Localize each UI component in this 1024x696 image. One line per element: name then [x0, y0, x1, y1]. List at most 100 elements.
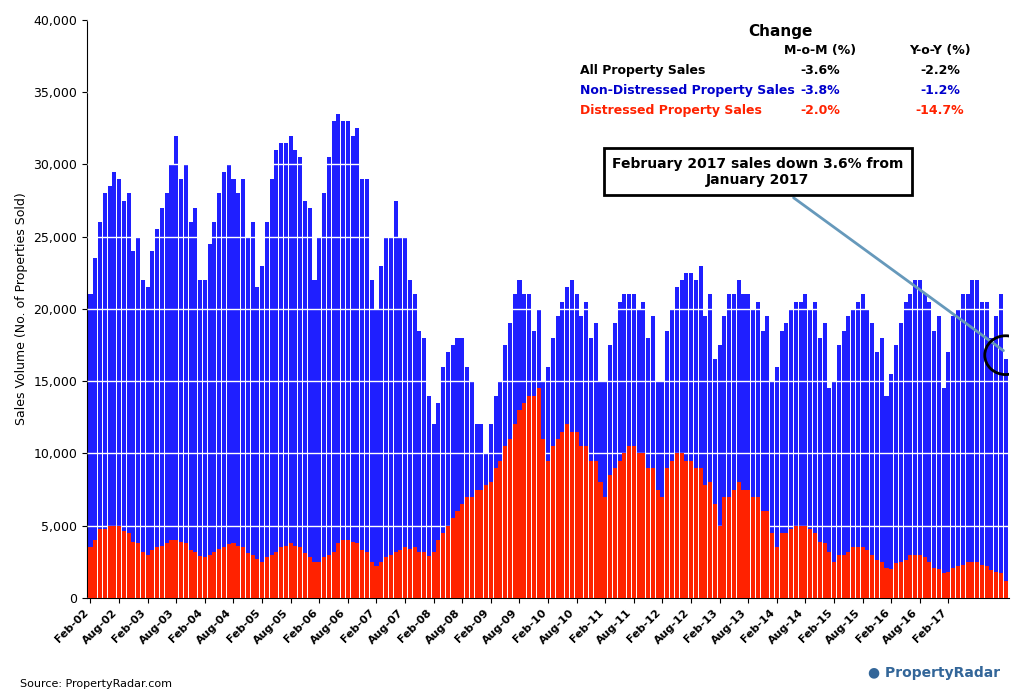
Bar: [741, 489, 745, 598]
Bar: [284, 546, 288, 598]
Bar: [889, 374, 893, 598]
Bar: [141, 280, 145, 598]
Bar: [350, 541, 354, 598]
Bar: [799, 301, 803, 598]
Bar: [966, 294, 970, 598]
Bar: [393, 200, 397, 598]
Bar: [88, 547, 92, 598]
Bar: [923, 557, 927, 598]
Text: -3.8%: -3.8%: [800, 84, 840, 97]
Bar: [713, 360, 717, 598]
Bar: [322, 193, 326, 598]
Bar: [441, 367, 445, 598]
Bar: [666, 331, 670, 598]
Bar: [822, 543, 826, 598]
Bar: [961, 564, 965, 598]
Bar: [474, 425, 478, 598]
Bar: [784, 324, 788, 598]
Bar: [422, 552, 426, 598]
Bar: [989, 571, 993, 598]
Bar: [608, 475, 612, 598]
Bar: [237, 193, 241, 598]
Bar: [375, 309, 379, 598]
Text: Non-Distressed Property Sales: Non-Distressed Property Sales: [580, 84, 795, 97]
Bar: [646, 468, 650, 598]
Bar: [131, 541, 135, 598]
Bar: [165, 543, 169, 598]
Bar: [470, 497, 474, 598]
Bar: [971, 562, 974, 598]
Bar: [226, 164, 230, 598]
Bar: [908, 294, 912, 598]
Bar: [93, 540, 97, 598]
Bar: [127, 193, 131, 598]
Bar: [913, 280, 918, 598]
Bar: [736, 280, 740, 598]
Text: M-o-M (%): M-o-M (%): [784, 44, 856, 57]
Text: February 2017 sales down 3.6% from
January 2017: February 2017 sales down 3.6% from Janua…: [612, 157, 1004, 351]
Bar: [513, 425, 517, 598]
Bar: [231, 179, 236, 598]
Bar: [384, 237, 388, 598]
Bar: [160, 208, 164, 598]
Bar: [804, 294, 808, 598]
Bar: [727, 497, 731, 598]
Bar: [503, 446, 507, 598]
Bar: [188, 222, 193, 598]
Bar: [580, 446, 584, 598]
Bar: [675, 453, 679, 598]
Bar: [398, 550, 402, 598]
Bar: [427, 556, 431, 598]
Bar: [718, 525, 722, 598]
Bar: [998, 574, 1002, 598]
Bar: [847, 316, 850, 598]
Bar: [928, 301, 932, 598]
Text: -2.2%: -2.2%: [920, 64, 959, 77]
Bar: [918, 555, 922, 598]
Bar: [603, 381, 607, 598]
Bar: [779, 331, 783, 598]
Bar: [508, 324, 512, 598]
Bar: [637, 309, 641, 598]
Bar: [332, 552, 336, 598]
Bar: [308, 557, 311, 598]
Bar: [813, 533, 817, 598]
Bar: [217, 548, 221, 598]
Bar: [160, 546, 164, 598]
Text: ● PropertyRadar: ● PropertyRadar: [868, 666, 1000, 680]
Bar: [794, 301, 798, 598]
Bar: [594, 461, 598, 598]
Bar: [317, 237, 322, 598]
Bar: [612, 324, 616, 598]
Bar: [246, 553, 250, 598]
Bar: [903, 560, 907, 598]
Bar: [122, 200, 126, 598]
Bar: [312, 562, 316, 598]
Bar: [441, 533, 445, 598]
Bar: [865, 550, 869, 598]
Bar: [951, 316, 955, 598]
Bar: [522, 294, 526, 598]
Bar: [827, 388, 831, 598]
Bar: [212, 552, 216, 598]
Bar: [746, 294, 751, 598]
Bar: [308, 208, 311, 598]
Bar: [93, 258, 97, 598]
Bar: [956, 309, 961, 598]
Bar: [226, 544, 230, 598]
Bar: [918, 280, 922, 598]
Bar: [980, 301, 984, 598]
Text: -14.7%: -14.7%: [915, 104, 965, 117]
Bar: [237, 546, 241, 598]
Bar: [179, 541, 183, 598]
Bar: [732, 294, 736, 598]
Bar: [488, 482, 493, 598]
Bar: [432, 425, 435, 598]
Bar: [770, 533, 774, 598]
Bar: [251, 222, 255, 598]
Text: Y-o-Y (%): Y-o-Y (%): [909, 44, 971, 57]
Text: Distressed Property Sales: Distressed Property Sales: [580, 104, 762, 117]
Bar: [460, 338, 464, 598]
Bar: [874, 352, 879, 598]
Bar: [670, 461, 674, 598]
